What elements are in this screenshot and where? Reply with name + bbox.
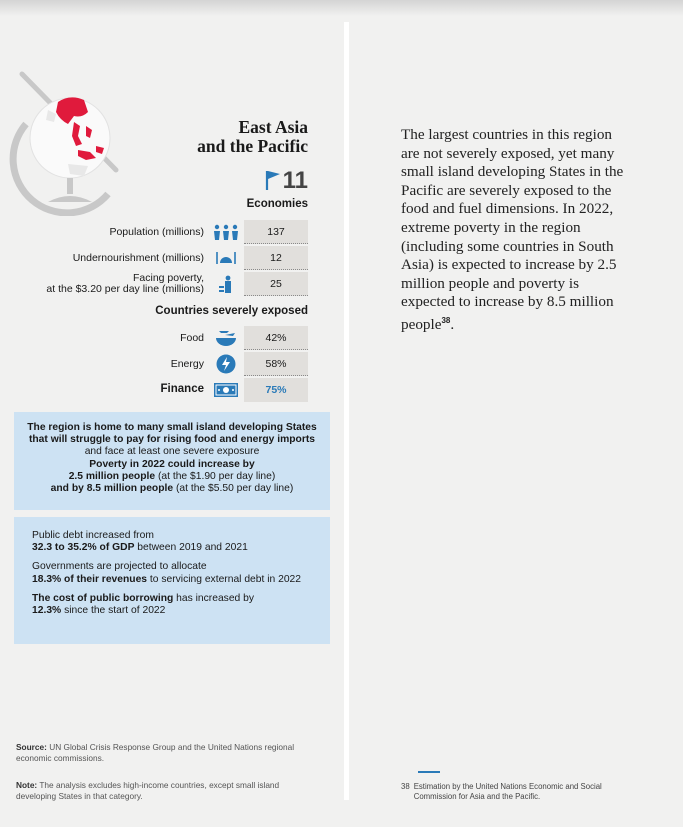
debt-rest: between 2019 and 2021 [134, 542, 248, 554]
stat-value: 137 [244, 220, 308, 244]
borrowing-paragraph: The cost of public borrowing has increas… [32, 593, 324, 617]
footnote-reference[interactable]: 38 [441, 315, 451, 325]
box1-line3: and face at least one severe exposure [84, 446, 260, 458]
box1-line5-rest: (at the $1.90 per day line) [155, 470, 276, 482]
stat-label: Population (millions) [109, 226, 204, 238]
food-bowl-icon [208, 326, 244, 350]
borrowing-bold: The cost of public borrowing [32, 592, 174, 604]
stat-row-poverty: Facing poverty, at the $3.20 per day lin… [14, 272, 308, 296]
analysis-note: Note: The analysis excludes high-income … [16, 780, 316, 802]
footnote-number: 38 [401, 782, 410, 791]
stat-label: Undernourishment (millions) [72, 252, 204, 264]
region-title: East Asia and the Pacific [150, 118, 308, 156]
revenue-rest: to servicing external debt in 2022 [147, 573, 302, 585]
stat-label-line2: at the $3.20 per day line (millions) [46, 283, 204, 295]
plate-icon [208, 246, 244, 270]
stat-label: Facing poverty, at the $3.20 per day lin… [14, 273, 204, 295]
globe-icon [9, 71, 119, 216]
region-title-line1: East Asia [238, 117, 308, 137]
exposed-title: Countries severely exposed [155, 305, 308, 317]
region-title-line2: and the Pacific [197, 136, 308, 156]
box1-line2: that will struggle to pay for rising foo… [28, 434, 316, 446]
borrowing-bold2: 12.3% [32, 605, 62, 617]
exposed-value: 75% [244, 378, 308, 402]
stat-row-population: Population (millions) 137 [14, 220, 308, 244]
debt-line1: Public debt increased from [32, 530, 154, 541]
source-note: Source: UN Global Crisis Response Group … [16, 742, 316, 764]
stat-value: 25 [244, 272, 308, 296]
exposed-row-food: Food 42% [14, 326, 308, 350]
top-shadow [0, 0, 683, 16]
column-divider [344, 22, 349, 800]
exposed-value: 42% [244, 326, 308, 350]
exposed-row-finance: Finance 75% [14, 378, 308, 402]
energy-bolt-icon [208, 352, 244, 376]
revenue-line1: Governments are projected to allocate [32, 561, 207, 573]
stat-row-undernourishment: Undernourishment (millions) 12 [14, 246, 308, 270]
economies-count-value: 11 [282, 167, 308, 194]
economies-count: 11 [240, 168, 308, 194]
exposed-row-energy: Energy 58% [14, 352, 308, 376]
note-label: Note: [16, 780, 38, 790]
box1-line1: The region is home to many small island … [27, 422, 317, 433]
footnote-rule [418, 771, 440, 773]
revenue-paragraph: Governments are projected to allocate 18… [32, 561, 324, 585]
economies-label: Economies [246, 198, 308, 210]
borrowing-rest: has increased by [173, 592, 255, 604]
poverty-summary-box: The region is home to many small island … [14, 412, 330, 510]
footnote: 38 Estimation by the United Nations Econ… [401, 782, 631, 802]
flag-icon [265, 171, 280, 190]
body-period: . [450, 316, 455, 333]
borrowing-rest2: since the start of 2022 [61, 605, 166, 617]
source-text: UN Global Crisis Response Group and the … [16, 742, 295, 763]
body-paragraph: The largest countries in this region are… [401, 126, 631, 335]
note-text: The analysis excludes high-income countr… [16, 780, 280, 801]
poverty-icon [208, 272, 244, 296]
body-text: The largest countries in this region are… [401, 126, 624, 333]
box1-line4: Poverty in 2022 could increase by [89, 458, 255, 470]
exposed-label: Finance [160, 383, 204, 395]
debt-summary-box: Public debt increased from 32.3 to 35.2%… [14, 517, 330, 644]
debt-paragraph: Public debt increased from 32.3 to 35.2%… [32, 530, 324, 554]
money-icon [208, 378, 244, 402]
box1-line5-bold: 2.5 million people [68, 470, 156, 482]
stat-label-line1: Facing poverty, [132, 272, 204, 284]
people-icon [208, 220, 244, 244]
box1-line6-bold: and by 8.5 million people [50, 483, 174, 495]
footnote-text: Estimation by the United Nations Economi… [413, 782, 602, 801]
exposed-label: Energy [170, 358, 204, 370]
revenue-bold: 18.3% of their revenues [32, 573, 148, 585]
box1-line6-rest: (at the $5.50 per day line) [173, 483, 294, 495]
stat-value: 12 [244, 246, 308, 270]
exposed-label: Food [180, 332, 204, 344]
exposed-value: 58% [244, 352, 308, 376]
source-label: Source: [16, 742, 47, 752]
debt-bold: 32.3 to 35.2% of GDP [32, 542, 135, 554]
